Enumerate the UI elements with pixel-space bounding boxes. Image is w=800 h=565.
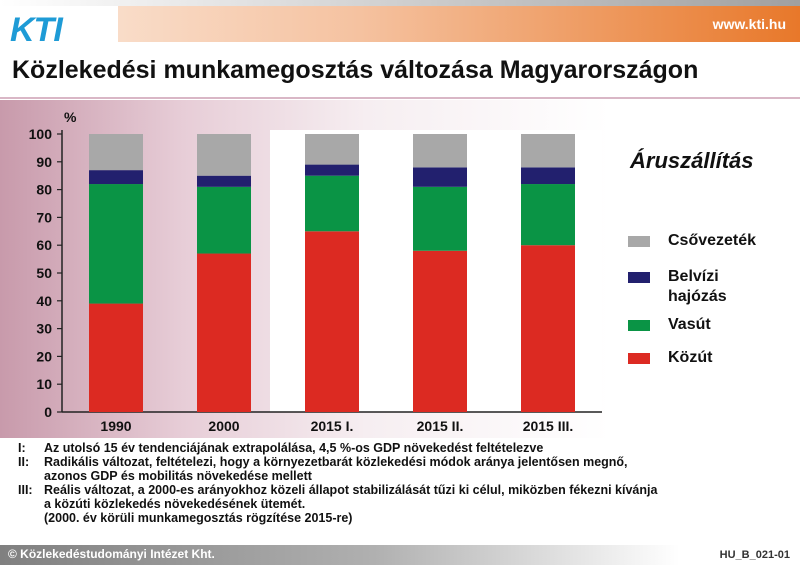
bar-segment [521, 134, 575, 168]
bar-segment [521, 184, 575, 246]
bar-segment [413, 167, 467, 187]
stacked-bar-chart: 0 10 20 30 40 50 60 70 80 90 100% 1990 2000 2015 I. 20… [29, 109, 602, 434]
bar-segment [305, 134, 359, 165]
legend-swatch [628, 353, 650, 364]
y-tick-label: 10 [36, 376, 52, 392]
chart-title: Áruszállítás [630, 148, 754, 173]
bar-segment [305, 231, 359, 412]
note-marker: III: [18, 483, 33, 497]
page-title: Közlekedési munkamegosztás változása Mag… [12, 56, 699, 84]
logo-text: KTI [10, 11, 63, 49]
bar-segment [89, 184, 143, 304]
bar-segment [89, 134, 143, 171]
note-text: Az utolsó 15 év tendenciájának extrapolá… [44, 441, 544, 455]
y-tick-label: 60 [36, 237, 52, 253]
legend-swatch [628, 320, 650, 331]
header-band [0, 0, 800, 42]
x-tick-label: 2015 I. [311, 418, 354, 434]
bar-segment [521, 245, 575, 412]
x-tick-label: 2015 II. [417, 418, 464, 434]
scenario-note: I: Az utolsó 15 év tendenciájának extrapo… [18, 441, 793, 455]
legend-label: Belvízi hajózás [668, 268, 727, 305]
bar-segment [305, 175, 359, 232]
y-tick-label: 80 [36, 182, 52, 198]
x-tick-label: 2015 III. [523, 418, 574, 434]
y-tick-label: 40 [36, 293, 52, 309]
bar-segment [305, 164, 359, 176]
scenario-note: II: Radikális változat, feltételezi, hogy… [18, 455, 793, 483]
legend-label: Csővezeték [668, 232, 757, 249]
legend-background [610, 100, 800, 438]
bar-segment [197, 134, 251, 176]
scenario-notes: I: Az utolsó 15 év tendenciájának extrapo… [18, 441, 793, 525]
bar-segment [413, 186, 467, 251]
y-tick-label: 100 [29, 126, 53, 142]
bar-segment [197, 253, 251, 412]
title-divider [0, 97, 800, 99]
site-url[interactable]: www.kti.hu [712, 16, 786, 32]
bar-segment [521, 167, 575, 185]
y-tick-label: 20 [36, 348, 52, 364]
footer-copyright: © Közlekedéstudományi Intézet Kht. [8, 547, 215, 561]
y-axis-label: % [64, 109, 77, 125]
y-tick-label: 50 [36, 265, 52, 281]
footer-code: HU_B_021-01 [719, 549, 790, 561]
note-marker: I: [18, 441, 26, 455]
y-tick-label: 30 [36, 321, 52, 337]
legend-swatch [628, 272, 650, 283]
legend-swatch [628, 236, 650, 247]
footer-band [0, 545, 680, 565]
bar-segment [413, 250, 467, 412]
bar-segment [89, 303, 143, 412]
bar-segment [197, 186, 251, 254]
bar-segment [89, 170, 143, 185]
y-tick-label: 0 [44, 404, 52, 420]
bar-segment [197, 175, 251, 187]
y-tick-label: 90 [36, 154, 52, 170]
scenario-note: III: Reális változat, a 2000-es arányokho… [18, 483, 793, 525]
note-marker: II: [18, 455, 30, 469]
note-text: Reális változat, a 2000-es arányokhoz kö… [44, 483, 658, 525]
legend-label: Közút [668, 349, 713, 366]
header-top-strip [0, 0, 800, 6]
x-tick-label: 2000 [208, 418, 239, 434]
logo: KTI [0, 6, 118, 47]
note-text: Radikális változat, feltételezi, hogy a … [44, 455, 628, 483]
x-tick-label: 1990 [100, 418, 131, 434]
legend-label: Vasút [668, 316, 711, 333]
bar-segment [413, 134, 467, 168]
y-tick-label: 70 [36, 209, 52, 225]
